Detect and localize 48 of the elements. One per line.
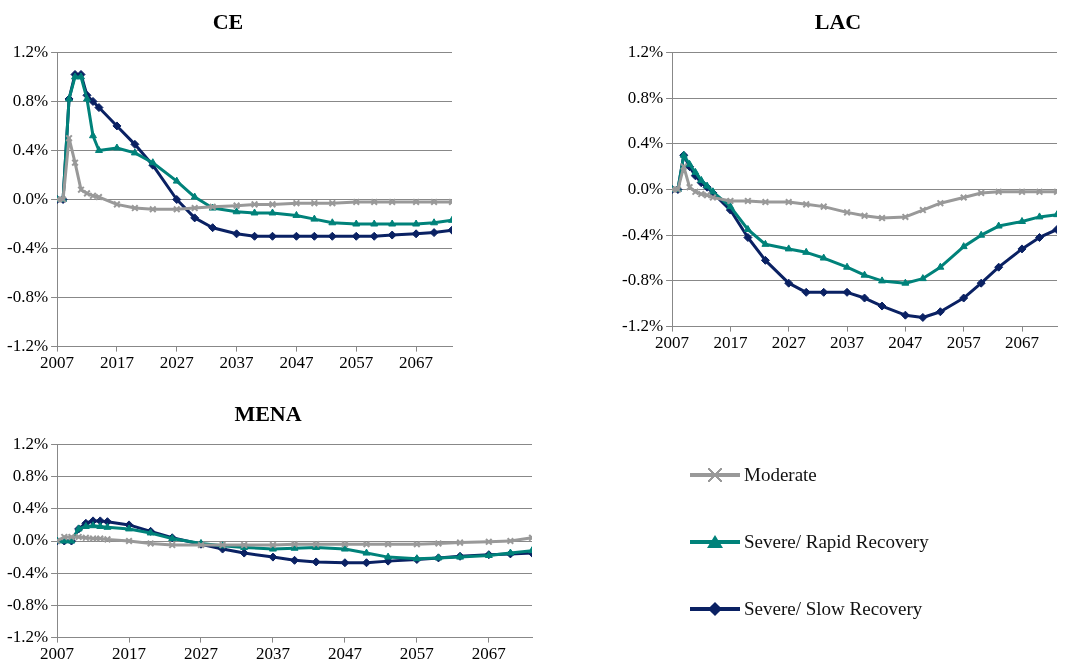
- x-tick-label: 2057: [339, 353, 374, 373]
- x-tick-label: 2027: [159, 353, 195, 373]
- y-tick-label: 1.2%: [627, 41, 664, 61]
- y-tick-label: 0.0%: [12, 188, 49, 208]
- y-tick-label: 0.0%: [12, 530, 49, 550]
- x-tick-label: 2047: [327, 644, 363, 664]
- x-tick-label: 2037: [830, 333, 865, 353]
- x-tick-label: 2027: [183, 644, 219, 664]
- y-tick-label: 0.8%: [627, 87, 664, 107]
- y-tick-label: 1.2%: [12, 41, 49, 61]
- legend-label: Severe/ Rapid Recovery: [744, 530, 929, 553]
- y-tick-label: -0.4%: [6, 238, 49, 257]
- x-tick-label: 2017: [713, 333, 748, 353]
- y-tick-label: -0.8%: [621, 270, 664, 290]
- x-tick-label: 2007: [655, 333, 690, 353]
- x-tick-label: 2007: [40, 353, 75, 373]
- y-tick-label: 0.8%: [12, 90, 49, 110]
- x-tick-label: 2067: [1005, 333, 1040, 353]
- y-tick-label: 1.2%: [12, 433, 49, 453]
- y-tick-label: -0.4%: [6, 562, 49, 582]
- y-tick-label: -1.2%: [6, 336, 49, 356]
- y-tick-label: -0.8%: [6, 594, 49, 614]
- y-tick-label: 0.4%: [12, 498, 49, 518]
- x-tick-label: 2067: [471, 644, 507, 664]
- x-tick-label: 2067: [399, 353, 434, 373]
- y-tick-label: -1.2%: [6, 627, 49, 647]
- x-tick-label: 2057: [399, 644, 435, 664]
- y-tick-label: -0.4%: [621, 224, 664, 244]
- chart-title: CE: [212, 8, 244, 34]
- chart-title: LAC: [814, 8, 862, 34]
- y-tick-label: 0.4%: [12, 139, 49, 159]
- x-tick-label: 2057: [946, 333, 982, 353]
- x-tick-label: 2007: [40, 644, 75, 664]
- legend-label: Moderate: [744, 464, 817, 487]
- x-tick-label: 2017: [99, 353, 135, 373]
- y-tick-label: -0.8%: [6, 287, 49, 307]
- x-tick-label: 2017: [112, 644, 147, 664]
- legend-label: Severe/ Slow Recovery: [744, 597, 923, 620]
- chart-title: MENA: [234, 400, 302, 426]
- x-tick-label: 2027: [771, 333, 807, 353]
- x-tick-label: 2047: [888, 333, 923, 353]
- y-tick-label: 0.0%: [627, 178, 664, 198]
- y-tick-label: -1.2%: [621, 316, 664, 336]
- y-tick-label: 0.4%: [627, 133, 664, 153]
- x-tick-label: 2047: [279, 353, 314, 373]
- x-tick-label: 2037: [219, 353, 255, 373]
- y-tick-label: 0.8%: [12, 466, 49, 486]
- x-tick-label: 2037: [255, 644, 291, 664]
